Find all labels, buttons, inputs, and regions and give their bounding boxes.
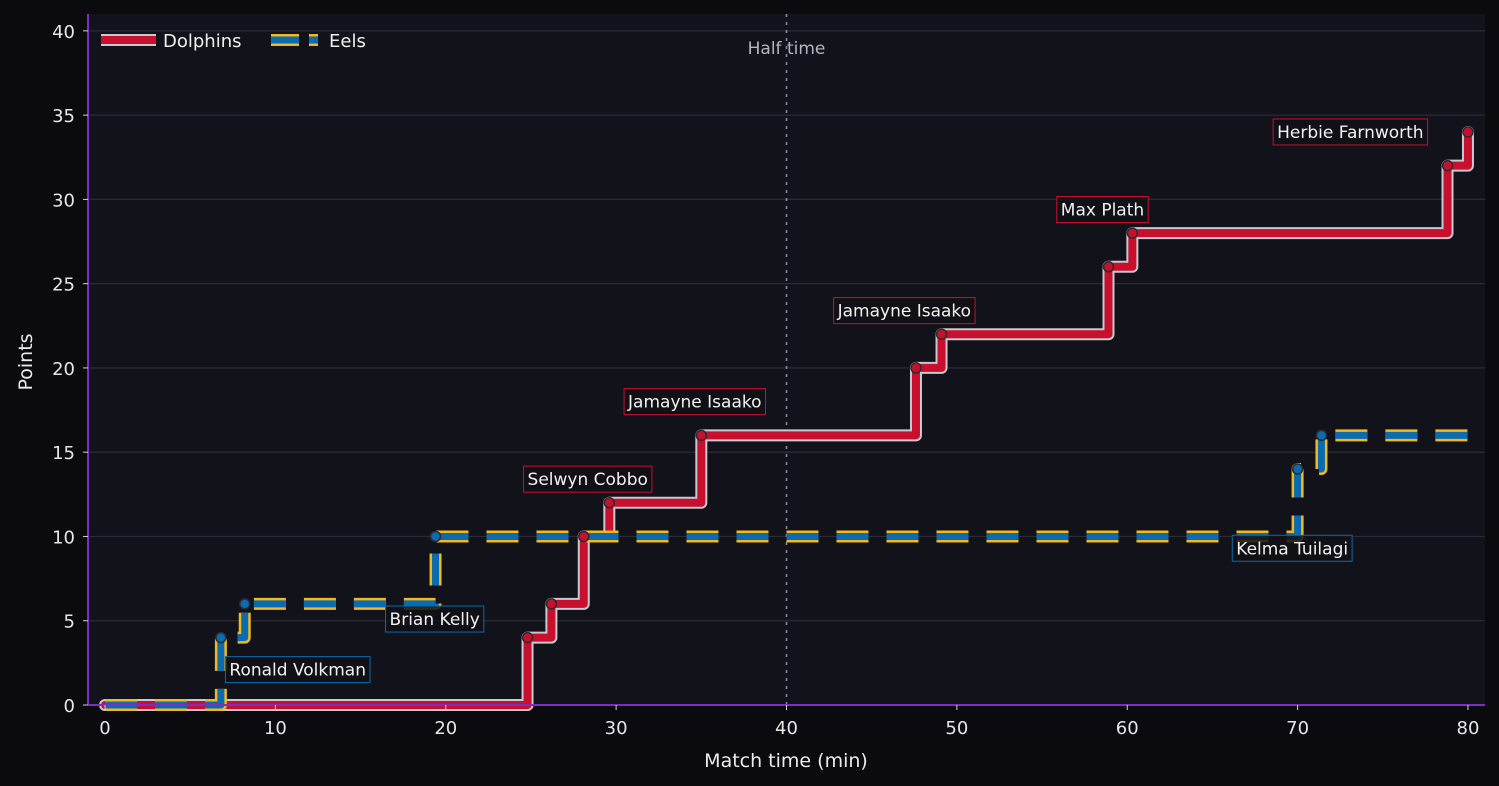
series-dolphins-line: [101, 127, 1472, 709]
point-dolphins-2: [545, 598, 558, 610]
point-eels-2: [238, 598, 251, 610]
annotation-box-1: [385, 605, 485, 633]
y-tick-label-20: 20: [52, 359, 75, 380]
x-tick-label-70: 70: [1286, 718, 1309, 739]
try-points: [215, 126, 1474, 644]
point-eels-5: [1315, 429, 1328, 442]
y-tick-label-0: 0: [64, 696, 75, 717]
annotation-7: Herbie Farnworth: [1272, 118, 1429, 146]
point-dolphins-5: [695, 429, 708, 442]
annotation-1: Brian Kelly: [385, 605, 485, 633]
x-tick-label-80: 80: [1457, 718, 1480, 739]
point-dolphins-9: [1126, 227, 1139, 239]
x-tick-label-40: 40: [775, 718, 798, 739]
point-eels-1: [215, 631, 227, 644]
half-time-label: Half time: [748, 39, 826, 59]
annotation-label-1: Brian Kelly: [390, 610, 480, 630]
annotation-box-5: [833, 297, 976, 325]
y-axis-title: Points: [15, 333, 37, 390]
series-dolphins: [99, 125, 1474, 711]
y-tick-label-25: 25: [52, 275, 75, 296]
annotation-box-3: [523, 465, 653, 493]
annotation-box-2: [1231, 534, 1353, 562]
point-dolphins-8: [1102, 261, 1115, 273]
point-dolphins-1: [521, 631, 534, 644]
point-dolphins-7: [935, 328, 948, 340]
annotation-2: Kelma Tuilagi: [1231, 534, 1353, 562]
legend: Dolphins Eels: [101, 31, 366, 52]
annotation-box-0: [224, 656, 371, 684]
y-tick-label-10: 10: [52, 527, 75, 548]
x-axis-title: Match time (min): [704, 750, 868, 772]
x-tick-label-60: 60: [1116, 718, 1139, 739]
annotation-label-7: Herbie Farnworth: [1277, 123, 1423, 143]
annotation-4: Jamayne Isaako: [623, 388, 767, 416]
point-dolphins-3: [578, 530, 590, 543]
x-tick-labels: 0 10 20 30 40 50 60 70 80: [99, 705, 1479, 739]
series-eels-line: [105, 431, 1468, 709]
annotation-label-6: Max Plath: [1061, 201, 1144, 221]
annotation-box-6: [1056, 196, 1149, 224]
annotation-label-5: Jamayne Isaako: [837, 302, 971, 322]
annotation-6: Max Plath: [1056, 196, 1149, 224]
annotation-label-0: Ronald Volkman: [229, 661, 366, 681]
point-eels-3: [429, 530, 442, 543]
y-tick-label-15: 15: [52, 443, 75, 464]
x-tick-label-30: 30: [605, 718, 628, 739]
legend-item-dolphins: Dolphins: [101, 31, 242, 52]
annotation-5: Jamayne Isaako: [833, 297, 976, 325]
annotation-box-4: [623, 388, 767, 416]
x-tick-label-20: 20: [434, 718, 457, 739]
x-tick-label-50: 50: [945, 718, 968, 739]
legend-label: Dolphins: [163, 31, 242, 52]
series-layer: [99, 125, 1474, 711]
point-dolphins-4: [603, 497, 616, 509]
y-tick-label-5: 5: [64, 612, 75, 633]
annotation-label-4: Jamayne Isaako: [627, 393, 761, 413]
legend-item-eels: Eels: [271, 31, 366, 52]
y-tick-label-35: 35: [52, 106, 75, 127]
annotation-0: Ronald Volkman: [224, 656, 371, 684]
annotation-box-7: [1272, 118, 1429, 146]
point-dolphins-6: [910, 362, 922, 374]
half-time-marker: Half time: [748, 14, 826, 705]
series-eels: [105, 429, 1468, 711]
y-tick-label-40: 40: [52, 22, 75, 43]
y-tick-label-30: 30: [52, 190, 75, 211]
annotation-label-3: Selwyn Cobbo: [528, 470, 648, 490]
annotation-label-2: Kelma Tuilagi: [1236, 539, 1348, 559]
annotation-3: Selwyn Cobbo: [523, 465, 653, 493]
x-tick-label-10: 10: [264, 718, 287, 739]
annotations: Ronald Volkman Brian Kelly Kelma Tuilagi Se…: [224, 118, 1429, 684]
x-tick-label-0: 0: [99, 718, 110, 739]
y-tick-labels: 0 5 10 15 20 25 30 35 40: [52, 22, 88, 717]
legend-label: Eels: [329, 31, 366, 52]
point-eels-4: [1291, 463, 1304, 475]
point-dolphins-10: [1441, 159, 1454, 172]
point-dolphins-11: [1462, 126, 1474, 138]
